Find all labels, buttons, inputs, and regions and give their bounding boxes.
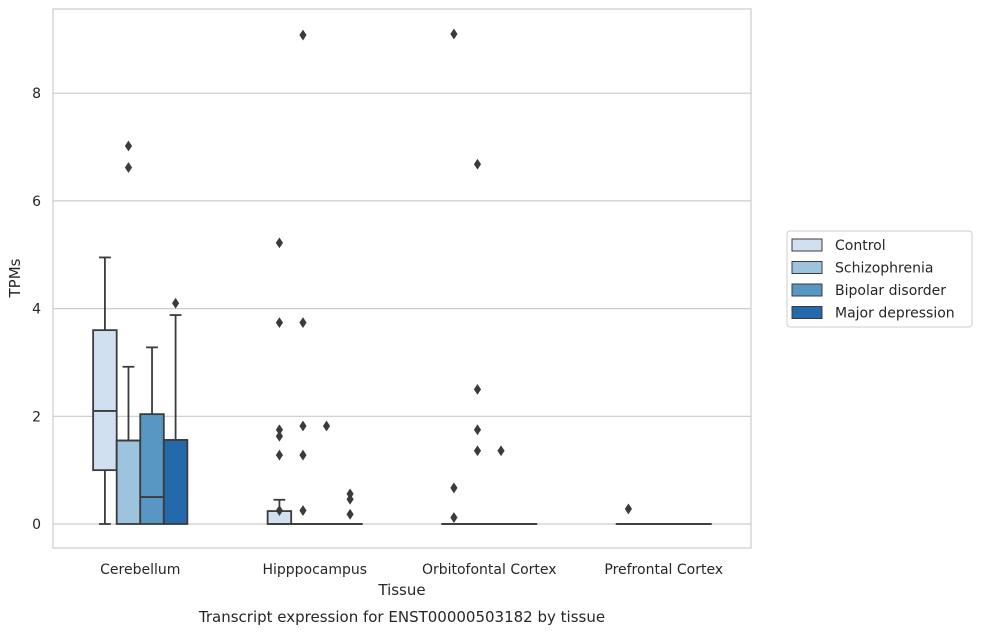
legend-swatch [791,306,823,319]
box-control-2 [441,28,467,525]
box-body [115,439,142,525]
box-plot-marks [92,28,712,525]
outlier-point [124,162,133,173]
box-schizophrenia-0 [115,140,142,525]
outlier-point [450,512,458,523]
outlier-point [299,449,307,461]
legend-frame [786,230,973,328]
outlier-point [171,297,180,309]
outlier-point [299,29,307,41]
x-tick-label: Hipppocampus [262,562,367,578]
y-tick-label: 0 [32,517,41,533]
legend-swatch [791,238,823,252]
legend-label: Major depression [835,306,955,322]
box-major-depression-0 [162,297,189,525]
y-axis-ticks: 0 2 4 6 8 [32,86,41,533]
outlier-point [275,317,284,329]
y-tick-label: 8 [32,86,41,102]
outlier-point [450,482,458,494]
outlier-point [275,505,284,516]
outlier-point [473,445,482,457]
outlier-point [346,493,354,505]
box-body [92,329,118,472]
chart-caption: Transcript expression for ENST0000050318… [198,608,605,626]
legend-label: Schizophrenia [835,261,933,277]
y-tick-label: 4 [32,302,41,318]
box-schizophrenia-2 [464,158,491,525]
outlier-point [299,420,307,432]
outlier-point [124,140,133,152]
legend-label: Control [835,238,886,254]
legend-label: Bipolar disorder [835,283,946,299]
box-bipolar-disorder-2 [488,445,514,525]
outlier-point [275,237,284,249]
outlier-point [346,508,354,520]
box-control-3 [615,503,642,525]
outlier-point [473,424,482,436]
outlier-point [624,503,633,515]
box-control-1 [266,237,293,525]
outlier-point [275,449,284,461]
outlier-point [322,420,331,432]
outlier-point [299,317,307,329]
box-body [162,439,189,525]
y-axis-label: TPMs [6,258,24,298]
legend-swatch [791,261,823,274]
outlier-point [497,445,505,457]
y-tick-label: 2 [32,409,41,425]
y-tick-label: 6 [32,194,41,210]
legend-swatch [791,283,823,297]
plot-frame [52,8,752,549]
box-body [139,413,165,525]
x-tick-label: Cerebellum [100,562,180,578]
box-bipolar-disorder-1 [313,420,340,525]
box-control-0 [92,256,118,525]
outlier-point [473,383,482,395]
box-major-depression-1 [337,488,363,525]
x-axis-ticks: Cerebellum Hipppocampus Orbitofontal Corte… [100,562,723,578]
x-tick-label: Prefrontal Cortex [604,562,723,578]
outlier-point [275,430,284,442]
x-tick-label: Orbitofontal Cortex [422,562,557,578]
outlier-point [473,158,482,170]
box-bipolar-disorder-0 [139,346,165,525]
outlier-point [275,424,284,436]
outlier-point [450,28,458,40]
legend: Control Schizophrenia Bipolar disorder Majo… [786,230,973,328]
outlier-point [299,505,307,516]
x-axis-label: Tissue [377,581,425,599]
box-schizophrenia-1 [290,29,316,525]
